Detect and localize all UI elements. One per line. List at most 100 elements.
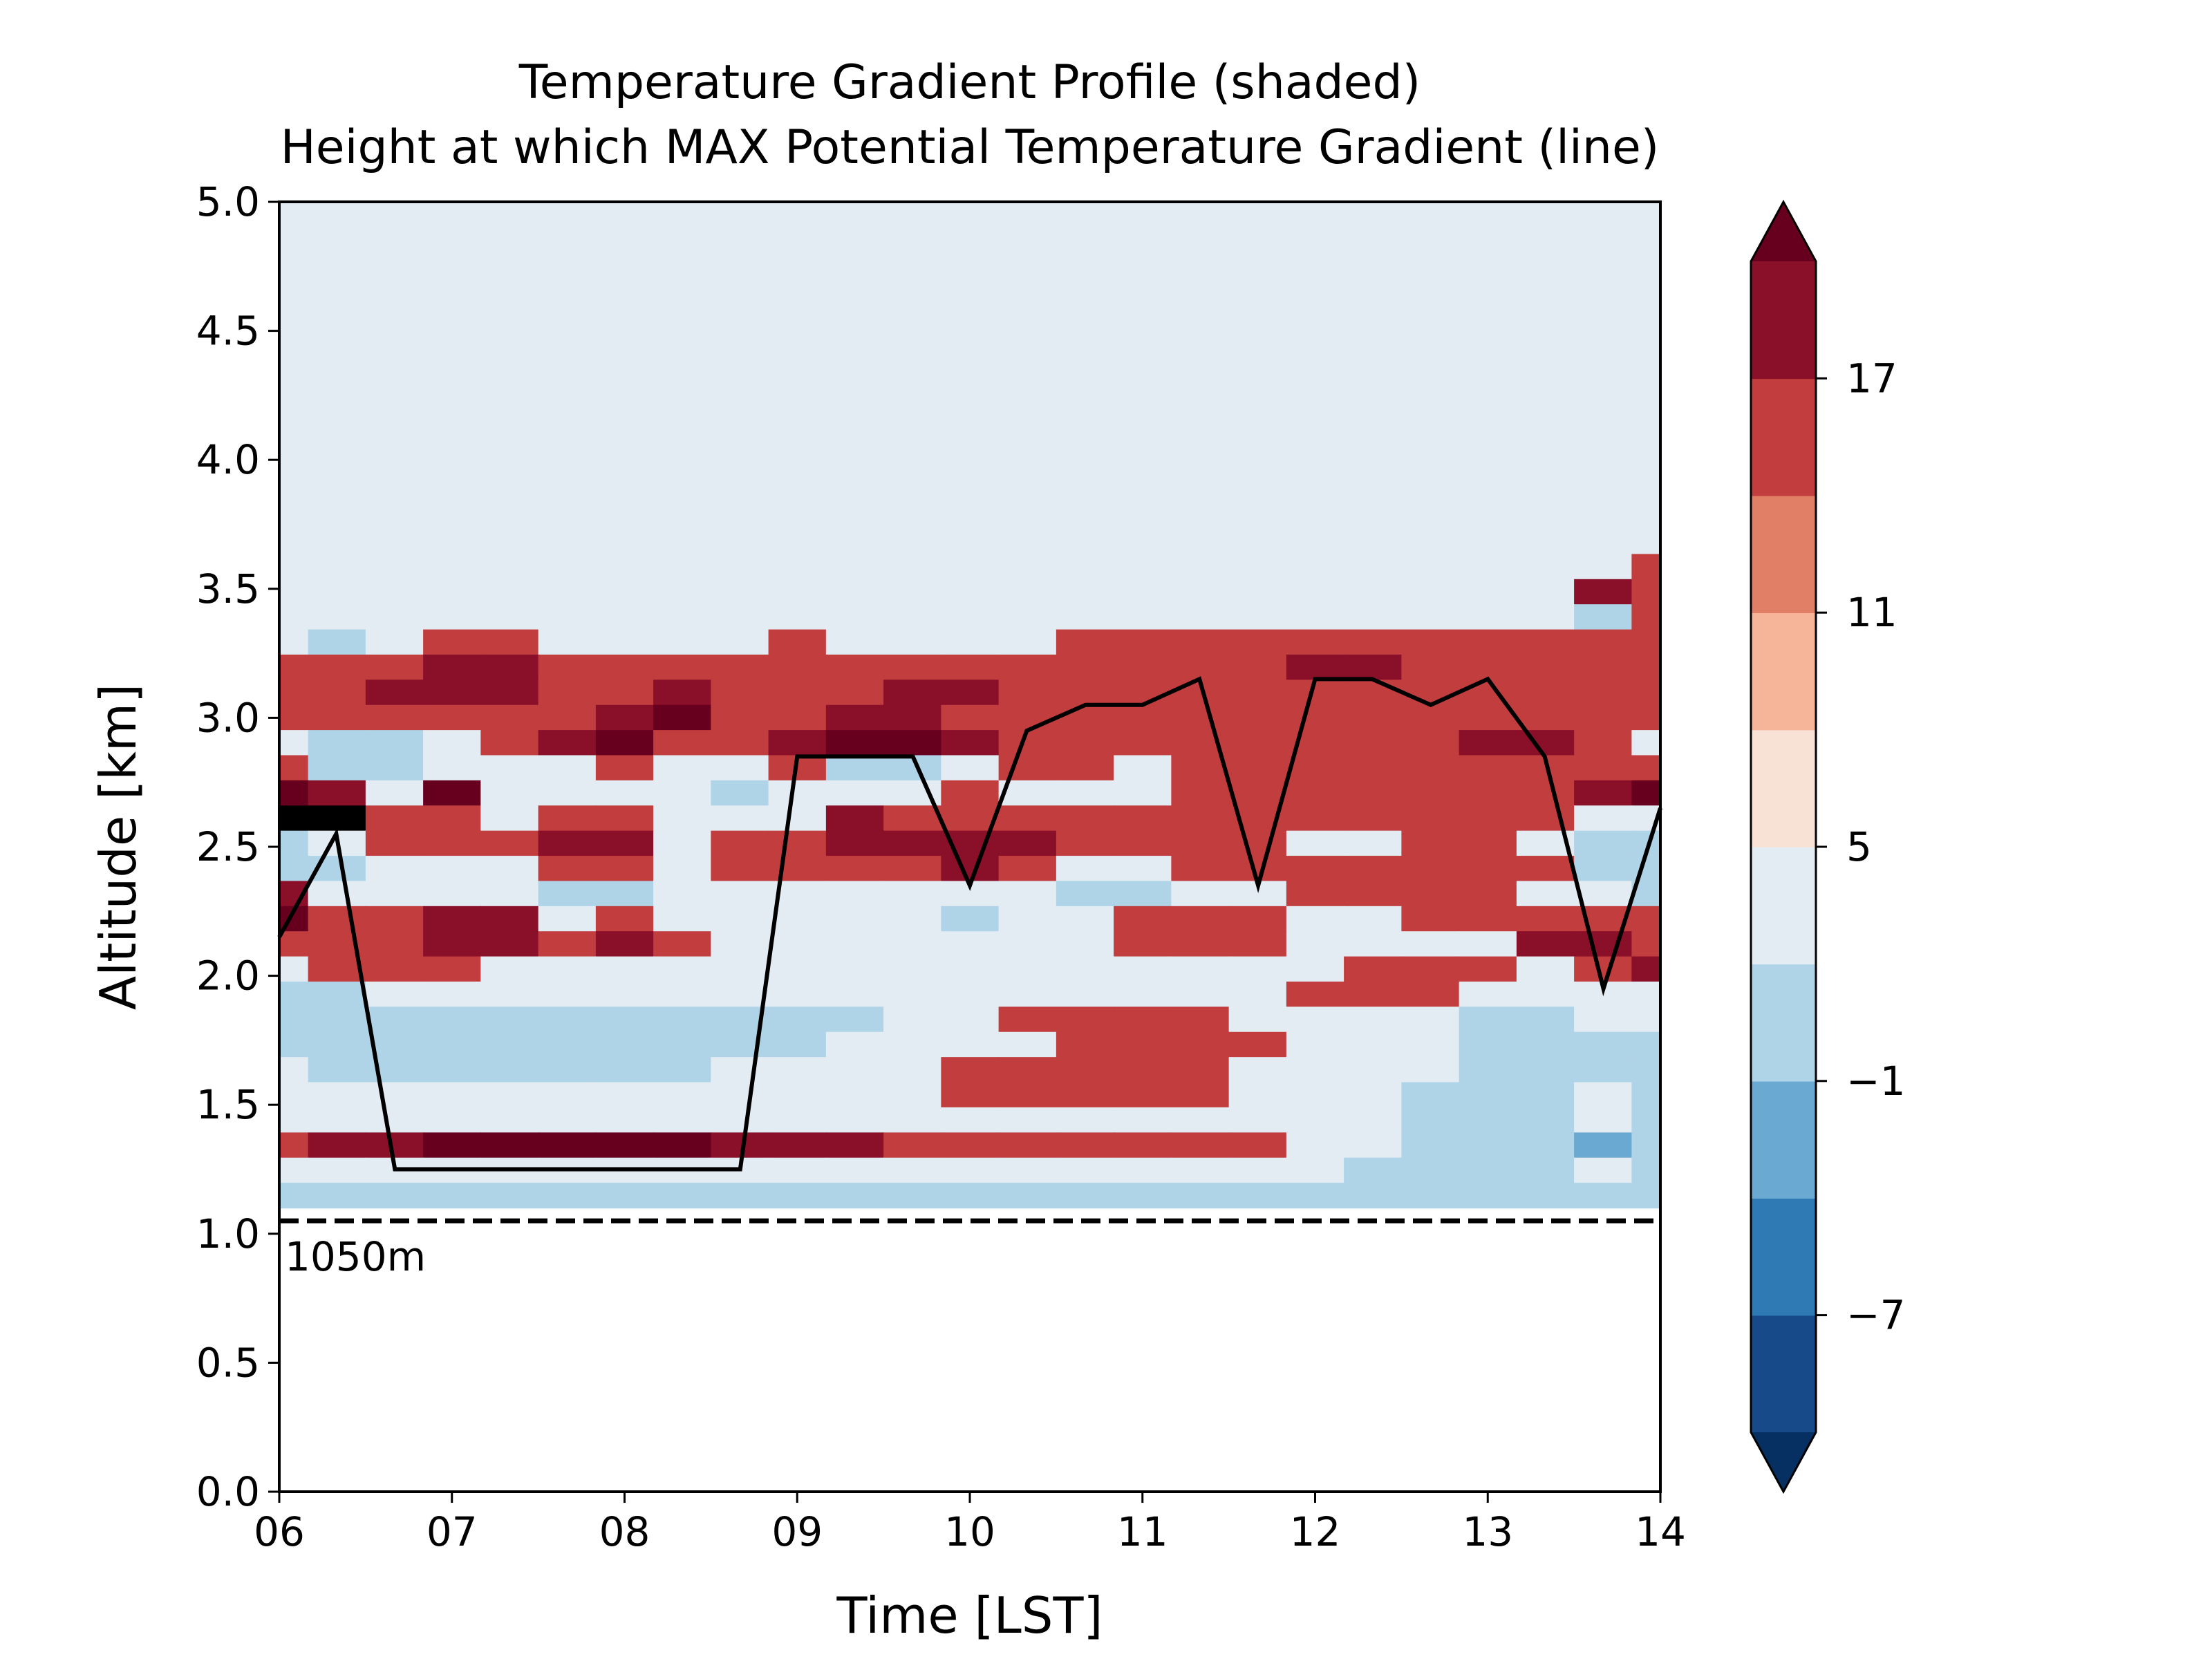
heatmap-cell xyxy=(1114,830,1172,856)
heatmap-cell xyxy=(279,1057,309,1083)
heatmap-cell xyxy=(1114,704,1172,731)
heatmap-cell xyxy=(1401,1057,1460,1083)
heatmap-cell xyxy=(595,1183,654,1209)
y-tick-label: 5.0 xyxy=(196,178,260,225)
heatmap-cell xyxy=(1171,377,1230,404)
heatmap-cell xyxy=(1401,503,1460,529)
heatmap-cell xyxy=(711,805,769,832)
heatmap-cell xyxy=(1401,327,1460,354)
heatmap-cell xyxy=(308,353,366,379)
heatmap-cell xyxy=(1574,629,1633,655)
heatmap-cell xyxy=(1459,529,1517,555)
heatmap-cell xyxy=(365,327,424,354)
heatmap-cell xyxy=(1631,1183,1660,1209)
heatmap-cell xyxy=(883,805,942,832)
colorbar-segment xyxy=(1751,1080,1816,1199)
heatmap-cell xyxy=(1459,881,1517,907)
heatmap-cell xyxy=(1228,1006,1287,1033)
heatmap-cell xyxy=(998,478,1057,505)
heatmap-cell xyxy=(279,629,309,655)
heatmap-cell xyxy=(538,1183,597,1209)
heatmap-cell xyxy=(595,503,654,529)
heatmap-cell xyxy=(1401,755,1460,781)
heatmap-cell xyxy=(1228,1132,1287,1159)
heatmap-cell xyxy=(1574,428,1633,454)
heatmap-cell xyxy=(365,227,424,253)
heatmap-cell xyxy=(1114,805,1172,832)
heatmap-cell xyxy=(480,805,539,832)
heatmap-cell xyxy=(480,252,539,278)
heatmap-cell xyxy=(711,478,769,505)
heatmap-cell xyxy=(480,353,539,379)
heatmap-cell xyxy=(1344,428,1403,454)
heatmap-cell xyxy=(423,856,482,882)
heatmap-cell xyxy=(1228,1057,1287,1083)
heatmap-cell xyxy=(1516,906,1575,932)
heatmap-cell xyxy=(883,302,942,328)
heatmap-cell xyxy=(423,554,482,580)
heatmap-cell xyxy=(1344,503,1403,529)
heatmap-cell xyxy=(1574,755,1633,781)
heatmap-cell xyxy=(1228,353,1287,379)
heatmap-cell xyxy=(1286,755,1344,781)
heatmap-cell xyxy=(1286,805,1344,832)
heatmap-cell xyxy=(1344,1057,1403,1083)
heatmap-cell xyxy=(480,604,539,630)
heatmap-cell xyxy=(653,403,712,429)
heatmap-cell xyxy=(1459,956,1517,982)
x-axis-label: Time [LST] xyxy=(836,1586,1103,1644)
heatmap-cell xyxy=(1516,428,1575,454)
heatmap-cell xyxy=(1171,277,1230,303)
heatmap-cell xyxy=(1286,1132,1344,1159)
heatmap-cell xyxy=(1056,503,1114,529)
heatmap-cell xyxy=(423,730,482,756)
heatmap-cell xyxy=(1286,377,1344,404)
heatmap-cell xyxy=(711,931,769,957)
heatmap-cell xyxy=(1401,956,1460,982)
heatmap-cell xyxy=(1631,227,1660,253)
heatmap-cell xyxy=(653,881,712,907)
heatmap-cell xyxy=(308,403,366,429)
heatmap-cell xyxy=(1401,931,1460,957)
heatmap-cell xyxy=(1574,377,1633,404)
heatmap-cell xyxy=(595,554,654,580)
heatmap-cell xyxy=(1056,856,1114,882)
heatmap-cell xyxy=(1574,227,1633,253)
heatmap-cell xyxy=(1228,906,1287,932)
heatmap-cell xyxy=(711,403,769,429)
heatmap-cell xyxy=(1056,805,1114,832)
heatmap-cell xyxy=(1344,1183,1403,1209)
heatmap-cell xyxy=(941,377,1000,404)
heatmap-cell xyxy=(1401,403,1460,429)
heatmap-cell xyxy=(653,453,712,480)
heatmap-cell xyxy=(711,252,769,278)
heatmap-cell xyxy=(1401,579,1460,605)
colorbar-tick-label: −1 xyxy=(1846,1058,1906,1105)
heatmap-cell xyxy=(1516,604,1575,630)
heatmap-cell xyxy=(768,1132,827,1159)
heatmap-cell xyxy=(1344,327,1403,354)
y-tick-label: 2.5 xyxy=(196,823,260,870)
heatmap-cell xyxy=(1286,453,1344,480)
heatmap-cell xyxy=(711,704,769,731)
heatmap-cell xyxy=(423,906,482,932)
heatmap-cell xyxy=(1401,1132,1460,1159)
heatmap-cell xyxy=(365,704,424,731)
heatmap-cell xyxy=(998,1157,1057,1183)
heatmap-cell xyxy=(711,529,769,555)
heatmap-cell xyxy=(1516,780,1575,807)
heatmap-cell xyxy=(423,252,482,278)
heatmap-cell xyxy=(1114,202,1172,228)
heatmap-cell xyxy=(1516,403,1575,429)
heatmap-cell xyxy=(941,353,1000,379)
heatmap-cell xyxy=(538,428,597,454)
heatmap-cell xyxy=(653,1107,712,1134)
heatmap-cell xyxy=(279,730,309,756)
heatmap-cell xyxy=(1516,1082,1575,1108)
heatmap-cell xyxy=(480,403,539,429)
heatmap-cell xyxy=(1631,353,1660,379)
heatmap-cell xyxy=(998,503,1057,529)
heatmap-cell xyxy=(711,277,769,303)
heatmap-cell xyxy=(768,629,827,655)
heatmap-cell xyxy=(883,453,942,480)
